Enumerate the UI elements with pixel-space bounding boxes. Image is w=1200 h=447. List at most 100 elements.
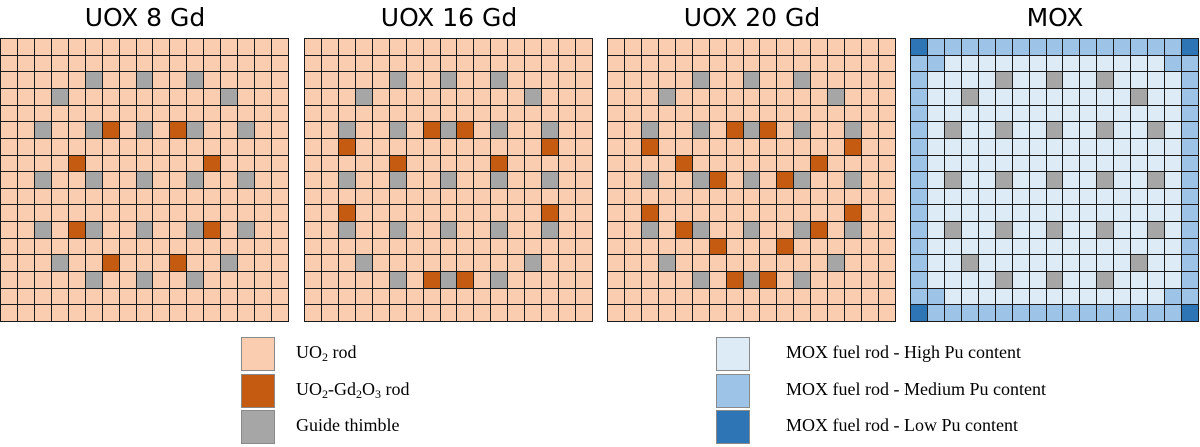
guide-thimble xyxy=(354,87,372,105)
guide-thimble xyxy=(220,254,238,272)
uo2-rod xyxy=(388,304,406,321)
uo2-rod xyxy=(657,38,675,55)
uo2-rod xyxy=(405,304,423,321)
uo2-rod xyxy=(558,54,576,72)
uo2-rod xyxy=(742,304,760,321)
uo2-rod xyxy=(473,237,491,255)
uo2-rod xyxy=(33,137,51,155)
uo2-rod xyxy=(118,54,136,72)
mox-medium-rod xyxy=(1130,304,1148,321)
uo2-rod xyxy=(0,104,17,122)
uo2-rod xyxy=(203,87,221,105)
guide-thimble xyxy=(691,171,709,188)
mox-high-rod xyxy=(1130,221,1148,238)
guide-thimble xyxy=(186,271,204,288)
uo2-rod xyxy=(725,187,743,205)
uo2-rod xyxy=(776,221,794,238)
uo2-rod xyxy=(254,87,272,105)
mox-low-rod xyxy=(1181,304,1198,321)
uo2-rod xyxy=(473,221,491,238)
uo2-rod xyxy=(422,187,440,205)
uo2-rod xyxy=(152,221,170,238)
guide-thimble xyxy=(490,71,508,88)
uo2-rod xyxy=(793,137,811,155)
uo2-rod xyxy=(169,271,187,288)
uo2-rod xyxy=(152,137,170,155)
mox-high-rod xyxy=(1147,204,1165,222)
uo2-rod xyxy=(607,304,624,321)
panel-title: UOX 16 Gd xyxy=(380,3,518,32)
uo2-rod xyxy=(674,121,692,138)
uo2-rod xyxy=(271,54,288,72)
uo2-rod xyxy=(101,154,119,172)
uo2-rod xyxy=(674,71,692,88)
uo2-rod xyxy=(152,287,170,305)
uo2-rod xyxy=(861,304,879,321)
uo2-rod xyxy=(67,187,85,205)
uo2-rod xyxy=(135,287,153,305)
uo2-rod xyxy=(16,271,34,288)
uo2-rod xyxy=(203,71,221,88)
uo2-rod xyxy=(657,137,675,155)
uo2-rod xyxy=(776,38,794,55)
uo2-rod xyxy=(254,254,272,272)
legend-swatch-mox-low xyxy=(716,410,750,444)
mox-high-rod xyxy=(994,87,1012,105)
uo2-rod xyxy=(186,187,204,205)
uo2-rod xyxy=(725,137,743,155)
uo2-rod xyxy=(657,104,675,122)
uo2-rod xyxy=(271,221,288,238)
uo2-rod xyxy=(878,271,895,288)
uo2-rod xyxy=(405,137,423,155)
gd-rod xyxy=(776,237,794,255)
uo2-rod xyxy=(135,187,153,205)
uo2-rod xyxy=(708,271,726,288)
uo2-rod xyxy=(67,204,85,222)
uo2-rod xyxy=(50,104,68,122)
uo2-rod xyxy=(473,54,491,72)
uo2-rod xyxy=(878,304,895,321)
uo2-rod xyxy=(524,54,542,72)
guide-thimble xyxy=(994,271,1012,288)
uo2-rod xyxy=(101,187,119,205)
mox-high-rod xyxy=(1113,54,1131,72)
uo2-rod xyxy=(844,71,862,88)
guide-thimble xyxy=(50,87,68,105)
mox-high-rod xyxy=(1130,287,1148,305)
uo2-rod xyxy=(16,38,34,55)
uo2-rod xyxy=(152,121,170,138)
uo2-rod xyxy=(623,121,641,138)
uo2-rod xyxy=(524,38,542,55)
mox-high-rod xyxy=(1079,221,1097,238)
uo2-rod xyxy=(16,104,34,122)
uo2-rod xyxy=(759,237,777,255)
uo2-rod xyxy=(575,87,592,105)
uo2-rod xyxy=(354,137,372,155)
uo2-rod xyxy=(439,187,457,205)
mox-high-rod xyxy=(960,104,978,122)
uo2-rod xyxy=(793,287,811,305)
guide-thimble xyxy=(1147,171,1165,188)
guide-thimble xyxy=(541,121,559,138)
uo2-rod xyxy=(118,271,136,288)
uo2-rod xyxy=(607,287,624,305)
mox-high-rod xyxy=(977,287,995,305)
legend-label-mox-high: MOX fuel rod - High Pu content xyxy=(786,342,1021,362)
uo2-rod xyxy=(304,187,321,205)
uo2-rod xyxy=(878,87,895,105)
guide-thimble xyxy=(742,171,760,188)
uo2-rod xyxy=(657,221,675,238)
uo2-rod xyxy=(203,104,221,122)
uo2-rod xyxy=(320,171,338,188)
uo2-rod xyxy=(541,287,559,305)
legend-swatch-gd xyxy=(241,374,275,408)
uo2-rod xyxy=(254,221,272,238)
uo2-rod xyxy=(878,154,895,172)
uo2-rod xyxy=(575,237,592,255)
uo2-rod xyxy=(388,187,406,205)
panel-title: UOX 20 Gd xyxy=(683,3,821,32)
mox-high-rod xyxy=(926,87,944,105)
uo2-rod xyxy=(169,187,187,205)
uo2-rod xyxy=(84,287,102,305)
uo2-rod xyxy=(776,54,794,72)
